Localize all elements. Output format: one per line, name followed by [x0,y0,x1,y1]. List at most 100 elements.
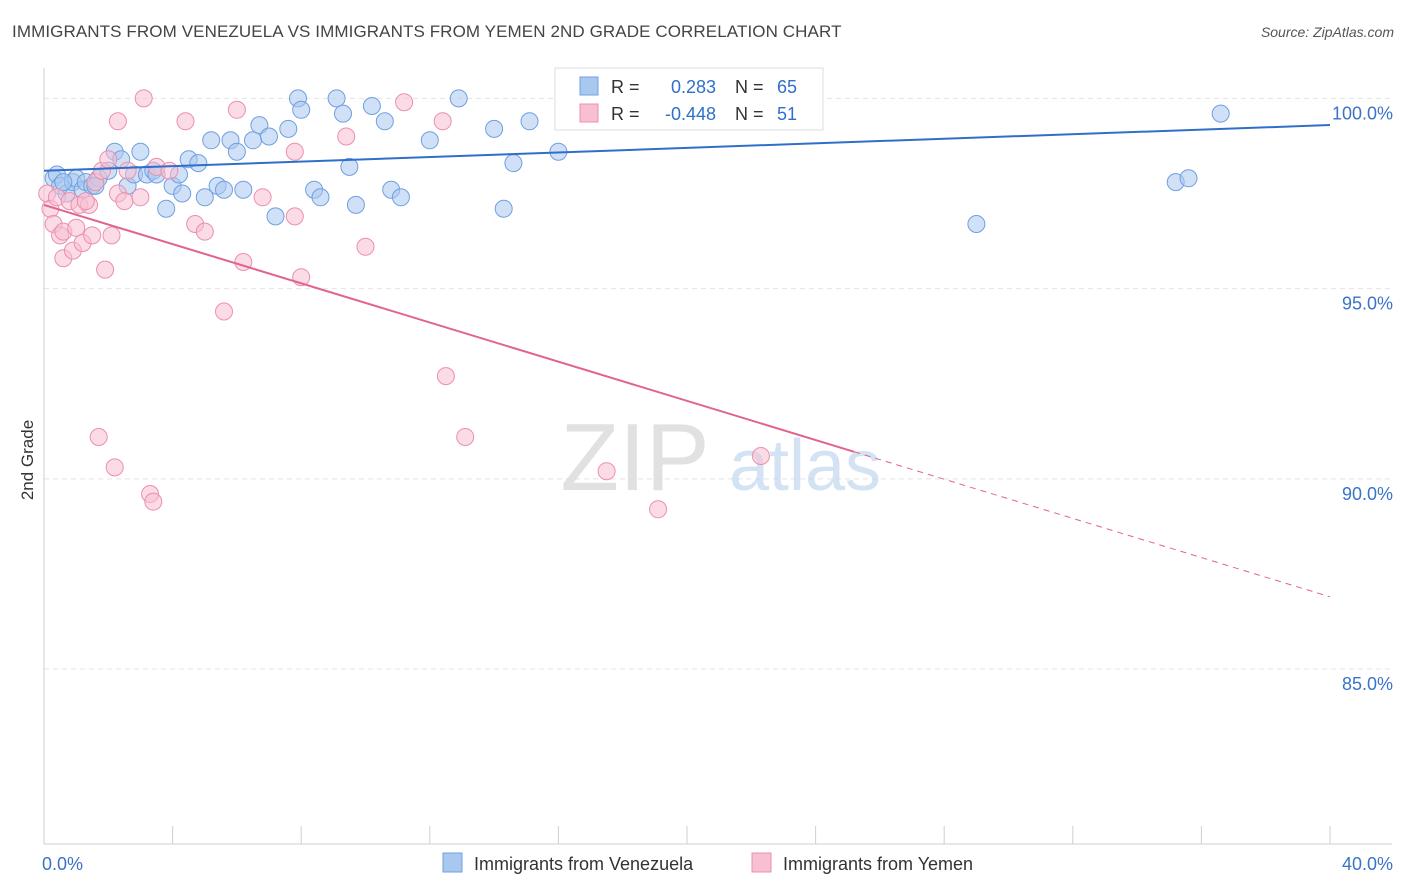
point-yemen-48 [649,500,668,519]
point-venezuela-62 [1211,104,1230,123]
point-yemen-38 [285,142,304,161]
stats-r-label-venezuela: R = [611,77,640,97]
legend-swatch-venezuela [442,852,463,873]
y-tick-label-2: 90.0% [1342,484,1393,504]
point-yemen-15 [89,428,108,446]
point-yemen-13 [83,226,102,245]
chart-source: Source: ZipAtlas.com [1260,24,1394,40]
point-yemen-20 [105,458,124,477]
point-venezuela-38 [292,100,311,119]
stats-r-label-yemen: R = [611,104,640,124]
point-yemen-44 [433,112,452,131]
y-tick-labels: 100.0% 95.0% 90.0% 85.0% [1332,103,1393,694]
point-yemen-30 [160,161,179,180]
point-venezuela-49 [420,131,439,150]
point-yemen-17 [96,260,115,279]
point-yemen-23 [115,192,134,211]
point-yemen-50 [76,192,95,211]
point-yemen-24 [118,161,137,180]
point-yemen-34 [215,302,233,321]
stats-legend-box [554,67,824,131]
point-yemen-9 [67,218,86,237]
point-venezuela-28 [215,180,233,199]
point-venezuela-15 [131,142,150,161]
point-venezuela-26 [202,131,221,150]
point-venezuela-40 [311,188,330,207]
chart-title: IMMIGRANTS FROM VENEZUELA VS IMMIGRANTS … [12,22,842,41]
x-tick-labels: 0.0% 40.0% [42,854,1393,874]
point-venezuela-43 [340,157,359,176]
stats-r-value-yemen: -0.448 [665,104,716,124]
point-venezuela-51 [485,119,504,138]
stats-legend: R = 0.283 N = 65 R = -0.448 N = 51 [554,67,824,131]
point-yemen-26 [134,89,153,108]
legend-label-yemen: Immigrants from Yemen [783,854,973,874]
point-venezuela-25 [195,188,214,207]
point-venezuela-61 [1179,169,1198,188]
point-yemen-33 [195,222,214,241]
point-yemen-37 [253,188,272,207]
watermark: ZIP atlas [560,404,881,511]
stats-n-label-venezuela: N = [735,77,764,97]
point-yemen-35 [227,100,246,119]
point-yemen-49 [751,447,770,465]
point-venezuela-52 [494,199,513,218]
point-yemen-47 [597,462,616,481]
y-tick-label-1: 95.0% [1342,294,1393,314]
trend-line-yemen [43,203,855,453]
trend-line-venezuela [43,124,1331,172]
watermark-atlas: atlas [729,426,881,506]
point-yemen-43 [395,93,414,112]
x-axis-ticks [43,826,1331,844]
series-legend: Immigrants from Venezuela Immigrants fro… [442,852,973,874]
point-yemen-42 [356,237,375,256]
point-yemen-25 [131,188,150,207]
point-venezuela-32 [244,131,262,150]
point-venezuela-45 [362,97,381,115]
point-yemen-22 [108,112,127,131]
point-venezuela-42 [334,104,352,123]
point-venezuela-36 [279,119,298,138]
watermark-zip: ZIP [560,404,709,511]
point-yemen-45 [436,367,455,386]
point-venezuela-30 [227,142,246,161]
y-axis-title: 2nd Grade [18,420,37,500]
x-tick-label-0: 0.0% [42,854,83,874]
legend-label-venezuela: Immigrants from Venezuela [474,854,694,874]
stats-swatch-venezuela [579,76,599,96]
point-yemen-19 [102,226,121,245]
point-yemen-41 [337,127,356,146]
point-venezuela-48 [391,188,410,207]
point-yemen-46 [456,428,475,446]
point-yemen-28 [144,492,163,511]
point-venezuela-35 [266,207,285,226]
stats-n-value-venezuela: 65 [777,77,797,97]
point-venezuela-44 [346,195,365,214]
point-venezuela-53 [504,154,523,173]
stats-r-value-venezuela: 0.283 [671,77,716,97]
point-yemen-31 [176,112,195,131]
point-yemen-39 [285,207,304,226]
stats-n-value-yemen: 51 [777,104,797,124]
trend-line-yemen-extrapolated [854,451,1331,598]
y-tick-label-0: 100.0% [1332,103,1393,123]
point-venezuela-34 [260,127,278,146]
trend-lines [43,124,1331,598]
point-venezuela-19 [157,199,176,218]
point-venezuela-24 [189,154,208,173]
point-venezuela-50 [449,89,468,108]
point-venezuela-64 [54,173,73,192]
point-venezuela-22 [173,184,192,203]
point-venezuela-59 [967,215,986,233]
point-venezuela-54 [520,112,539,131]
y-tick-label-3: 85.0% [1342,674,1393,694]
stats-n-label-yemen: N = [735,104,764,124]
legend-swatch-yemen [751,852,772,873]
point-yemen-18 [99,150,118,169]
point-venezuela-46 [375,112,394,131]
point-venezuela-31 [234,180,253,199]
stats-swatch-yemen [579,103,599,123]
point-venezuela-41 [327,89,346,108]
x-tick-label-1: 40.0% [1342,854,1393,874]
